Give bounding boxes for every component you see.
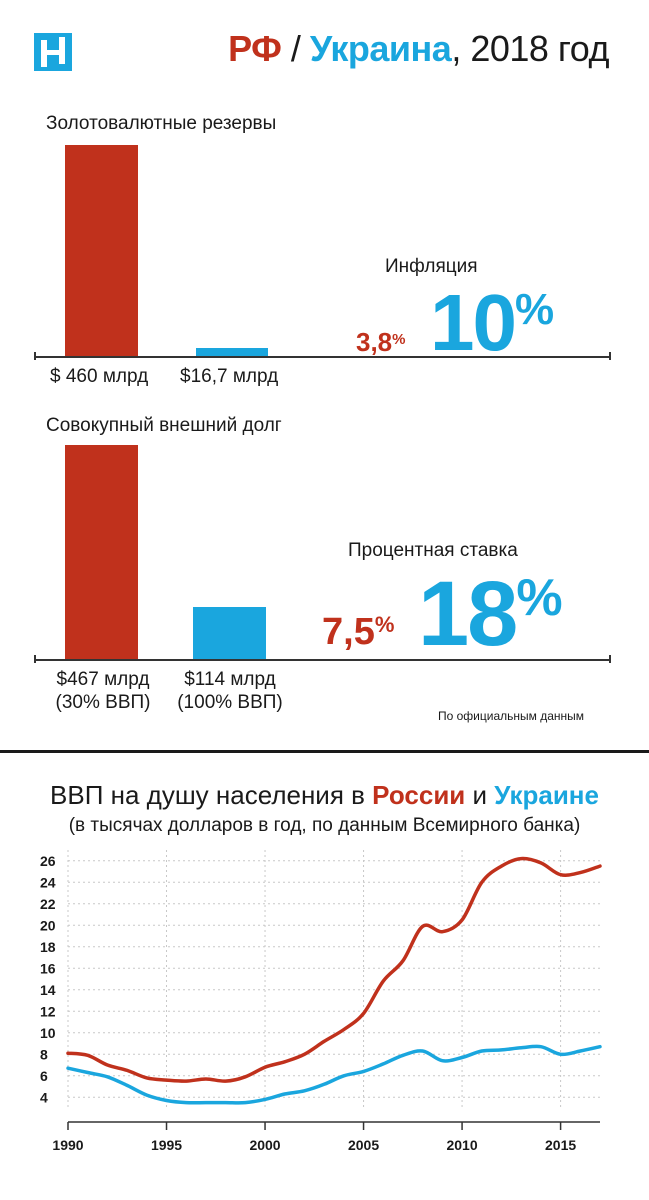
y-tick-label: 20 [40, 917, 56, 933]
rate-value-ukraine: 18% [418, 562, 563, 667]
debt-ukraine-amount: $114 млрд [184, 669, 276, 690]
chart-title: ВВП на душу населения в России и Украине [0, 780, 649, 811]
series-line-russia [66, 856, 602, 1083]
y-tick-label: 18 [40, 939, 56, 955]
debt-value-ukraine: $114 млрд (100% ВВП) [170, 668, 290, 714]
title-year: , 2018 год [451, 28, 609, 69]
debt-tick-left [34, 655, 36, 663]
inflation-value-ukraine: 10% [430, 277, 554, 369]
y-tick-label: 8 [40, 1046, 48, 1062]
x-tick-label: 2010 [446, 1137, 477, 1153]
gdp-line-chart: 4 6 8 10 12 14 16 18 20 22 24 26 1990 1995 2000 2005 201… [40, 850, 602, 1153]
reserves-label: Золотовалютные резервы [46, 113, 277, 134]
y-tick-label: 10 [40, 1025, 56, 1041]
rate-label: Процентная ставка [348, 540, 518, 561]
chart-title-russia: России [372, 780, 466, 810]
title-separator: / [281, 28, 310, 69]
inflation-russia-number: 3,8 [356, 327, 393, 357]
source-note: По официальным данным [438, 709, 585, 723]
reserves-tick-left [34, 352, 36, 360]
section-divider [0, 750, 649, 753]
title-ukraine: Украина [309, 28, 452, 69]
reserves-bar-russia [65, 145, 138, 356]
y-tick-label: 16 [40, 960, 56, 976]
debt-russia-amount: $467 млрд [56, 669, 150, 690]
x-tick-label: 2015 [545, 1137, 576, 1153]
x-tick-label: 2005 [348, 1137, 379, 1153]
inflation-ukraine-unit: % [514, 285, 554, 334]
y-tick-label: 4 [40, 1089, 48, 1105]
chart-title-part-1: ВВП на душу населения в [50, 780, 373, 810]
chart-subtitle: (в тысячах долларов в год, по данным Все… [68, 815, 581, 836]
debt-baseline [34, 659, 610, 661]
rate-ukraine-unit: % [516, 569, 562, 627]
series-line-ukraine [66, 1044, 602, 1105]
inflation-ukraine-number: 10 [430, 278, 517, 367]
title-russia: РФ [228, 28, 282, 69]
x-tick-label: 1995 [151, 1137, 182, 1153]
logo-icon [34, 33, 72, 71]
reserves-bar-ukraine [196, 348, 268, 356]
y-tick-label: 22 [40, 896, 56, 912]
rate-russia-number: 7,5 [322, 611, 375, 653]
y-tick-label: 6 [40, 1068, 48, 1084]
y-tick-label: 24 [40, 874, 56, 890]
x-tick-label: 2000 [249, 1137, 280, 1153]
x-tick-label: 1990 [52, 1137, 83, 1153]
y-tick-label: 26 [40, 853, 56, 869]
chart-title-ukraine: Украине [494, 780, 599, 810]
inflation-russia-unit: % [392, 331, 406, 348]
debt-russia-share: (30% ВВП) [55, 692, 151, 713]
reserves-baseline [34, 356, 610, 358]
y-tick-label: 12 [40, 1003, 56, 1019]
debt-ukraine-share: (100% ВВП) [177, 692, 283, 713]
debt-label: Совокупный внешний долг [46, 415, 282, 436]
reserves-value-russia: $ 460 млрд [50, 366, 149, 387]
rate-russia-unit: % [374, 612, 395, 637]
chart-title-part-3: и [465, 780, 495, 810]
inflation-label: Инфляция [385, 256, 478, 277]
reserves-tick-right [609, 352, 611, 360]
debt-bar-ukraine [193, 607, 266, 659]
reserves-value-ukraine: $16,7 млрд [180, 366, 279, 387]
debt-bar-russia [65, 445, 138, 659]
debt-tick-right [609, 655, 611, 663]
debt-value-russia: $467 млрд (30% ВВП) [48, 668, 158, 714]
page-title: РФ / Украина, 2018 год [228, 28, 609, 70]
rate-value-russia: 7,5% [322, 611, 394, 654]
y-tick-label: 14 [40, 982, 56, 998]
inflation-value-russia: 3,8% [356, 327, 406, 358]
rate-ukraine-number: 18 [418, 563, 518, 665]
